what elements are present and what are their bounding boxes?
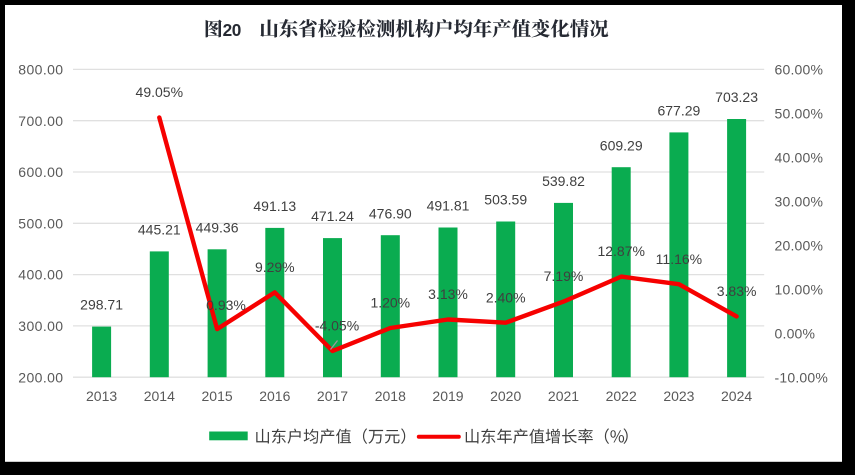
svg-text:491.81: 491.81 xyxy=(427,198,470,214)
svg-text:7.19%: 7.19% xyxy=(544,268,584,284)
svg-text:449.36: 449.36 xyxy=(196,219,239,235)
svg-text:2022: 2022 xyxy=(606,388,637,404)
svg-text:0.00%: 0.00% xyxy=(775,325,816,341)
svg-text:-4.05%: -4.05% xyxy=(315,318,359,334)
svg-text:471.24: 471.24 xyxy=(311,208,354,224)
svg-text:20.00%: 20.00% xyxy=(775,237,824,253)
svg-text:10.00%: 10.00% xyxy=(775,281,824,297)
svg-text:2013: 2013 xyxy=(86,388,117,404)
svg-text:703.23: 703.23 xyxy=(715,89,758,105)
svg-text:2020: 2020 xyxy=(490,388,521,404)
svg-text:677.29: 677.29 xyxy=(657,103,700,119)
svg-text:2018: 2018 xyxy=(375,388,406,404)
svg-text:800.00: 800.00 xyxy=(18,62,63,78)
svg-text:2.40%: 2.40% xyxy=(486,289,526,305)
svg-text:300.00: 300.00 xyxy=(18,318,63,334)
svg-text:2023: 2023 xyxy=(663,388,694,404)
svg-text:2021: 2021 xyxy=(548,388,579,404)
svg-text:11.16%: 11.16% xyxy=(656,251,702,267)
svg-text:2019: 2019 xyxy=(432,388,463,404)
svg-text:2015: 2015 xyxy=(202,388,233,404)
svg-text:400.00: 400.00 xyxy=(18,267,63,283)
svg-text:491.13: 491.13 xyxy=(253,198,296,214)
svg-text:50.00%: 50.00% xyxy=(775,106,824,122)
svg-text:2024: 2024 xyxy=(721,388,752,404)
svg-text:-10.00%: -10.00% xyxy=(775,369,829,385)
svg-text:539.82: 539.82 xyxy=(542,173,585,189)
svg-text:0.93%: 0.93% xyxy=(206,297,246,313)
svg-text:49.05%: 49.05% xyxy=(136,84,183,100)
svg-text:2017: 2017 xyxy=(317,388,348,404)
svg-text:476.90: 476.90 xyxy=(369,205,412,221)
svg-text:298.71: 298.71 xyxy=(80,297,123,313)
svg-text:500.00: 500.00 xyxy=(18,215,63,231)
svg-text:60.00%: 60.00% xyxy=(775,62,824,78)
svg-text:30.00%: 30.00% xyxy=(775,193,824,209)
svg-text:3.83%: 3.83% xyxy=(717,283,757,299)
svg-text:3.13%: 3.13% xyxy=(428,286,468,302)
svg-text:40.00%: 40.00% xyxy=(775,149,824,165)
svg-text:9.29%: 9.29% xyxy=(255,259,295,275)
svg-text:609.29: 609.29 xyxy=(600,137,643,153)
svg-text:2016: 2016 xyxy=(259,388,290,404)
svg-text:503.59: 503.59 xyxy=(484,192,527,208)
svg-text:12.87%: 12.87% xyxy=(597,243,644,259)
svg-text:600.00: 600.00 xyxy=(18,164,63,180)
svg-text:200.00: 200.00 xyxy=(18,369,63,385)
svg-text:1.20%: 1.20% xyxy=(370,295,410,311)
svg-text:20: 20 xyxy=(223,20,241,40)
svg-text:2014: 2014 xyxy=(144,388,175,404)
svg-text:700.00: 700.00 xyxy=(18,113,63,129)
svg-text:445.21: 445.21 xyxy=(138,222,181,238)
